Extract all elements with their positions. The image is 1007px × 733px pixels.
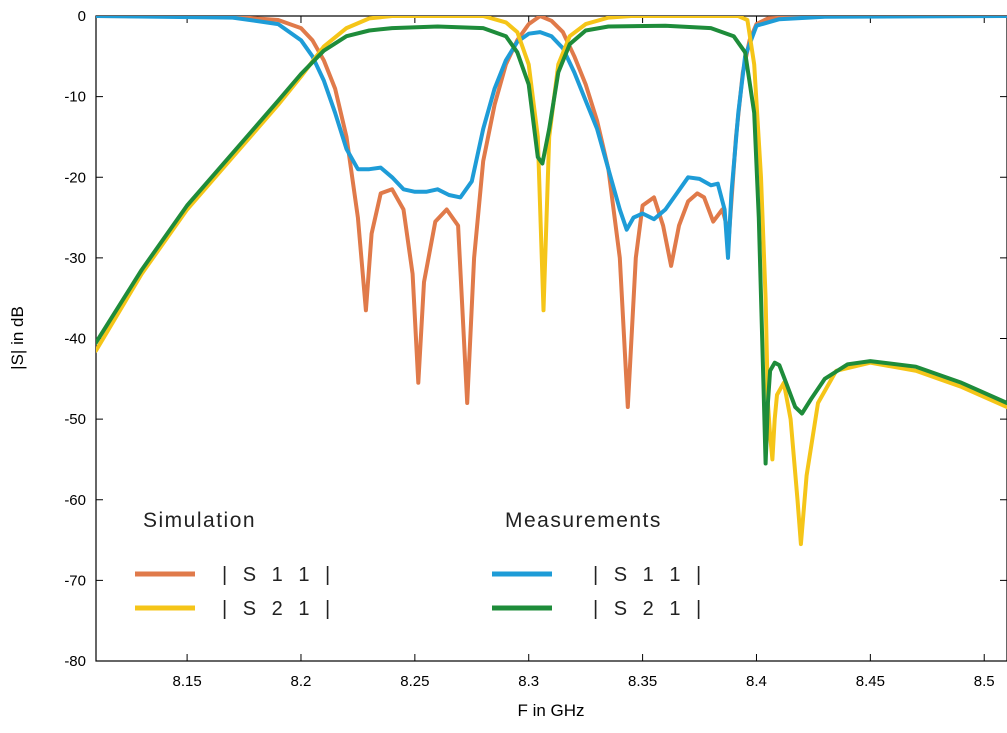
x-tick-label: 8.45 [856, 673, 885, 690]
x-tick-label: 8.3 [518, 673, 539, 690]
y-tick-label: -60 [64, 492, 86, 509]
series-line-simulation-s21 [96, 16, 1007, 547]
y-tick-label: -80 [64, 653, 86, 670]
legend-heading-measurements: Measurements [505, 509, 662, 532]
series-line-simulation-s11 [96, 16, 1007, 409]
x-axis-title: F in GHz [517, 701, 584, 720]
y-tick-label: 0 [78, 8, 86, 25]
series-line-measurements-s11 [96, 16, 1007, 260]
legend-label: | S 2 1 | [593, 598, 706, 620]
series-line-measurements-s21 [96, 23, 1007, 466]
y-axis-title: |S| in dB [8, 306, 27, 370]
legend-label: | S 2 1 | [222, 598, 335, 620]
y-tick-label: -50 [64, 411, 86, 428]
y-tick-label: -20 [64, 169, 86, 186]
y-tick-label: -10 [64, 89, 86, 106]
y-tick-label: -40 [64, 331, 86, 348]
x-tick-label: 8.35 [628, 673, 657, 690]
x-tick-label: 8.4 [746, 673, 767, 690]
legend-heading-simulation: Simulation [143, 509, 256, 532]
y-tick-label: -70 [64, 572, 86, 589]
y-tick-label: -30 [64, 250, 86, 267]
legend-label: | S 1 1 | [222, 564, 335, 586]
legend-label: | S 1 1 | [593, 564, 706, 586]
x-tick-label: 8.2 [291, 673, 312, 690]
x-tick-label: 8.5 [974, 673, 995, 690]
x-tick-label: 8.15 [172, 673, 201, 690]
x-tick-label: 8.25 [400, 673, 429, 690]
